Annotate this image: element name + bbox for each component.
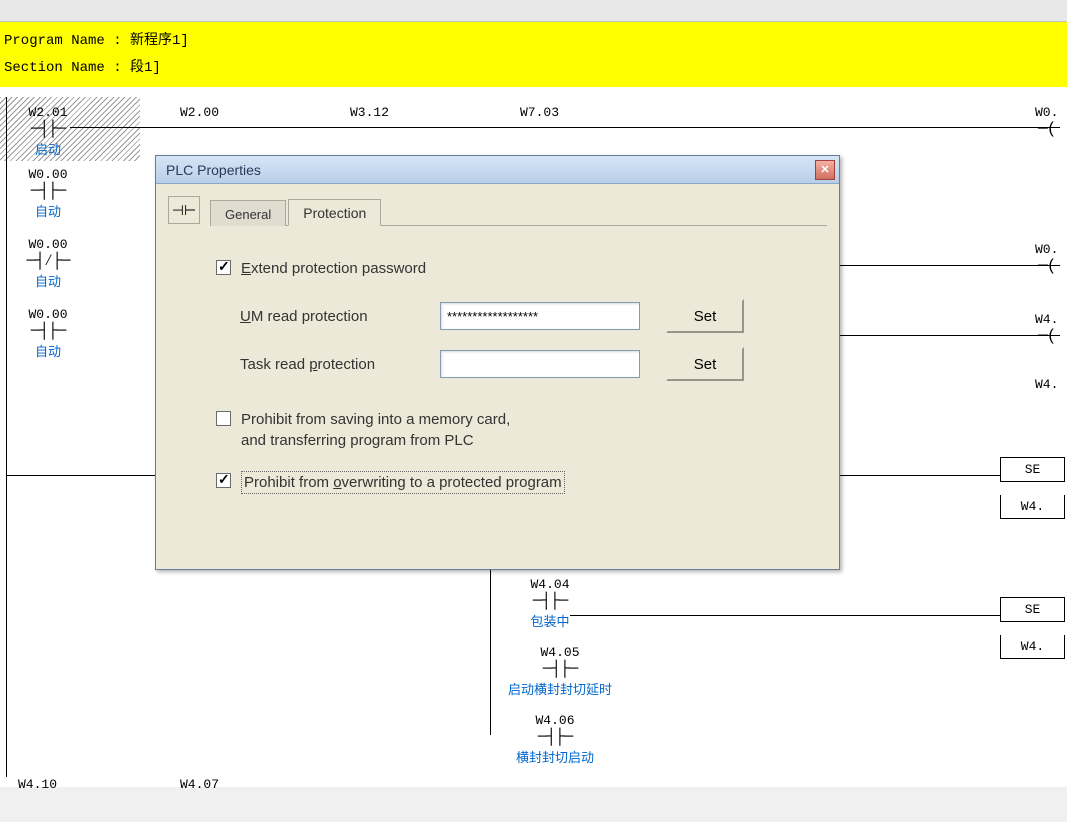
um-set-button[interactable]: Set bbox=[666, 299, 744, 333]
extend-password-checkbox[interactable] bbox=[216, 260, 231, 275]
pin-icon: ⊣⊢ bbox=[172, 202, 196, 219]
rung-r2 bbox=[840, 265, 1060, 266]
close-button[interactable]: ✕ bbox=[815, 160, 835, 180]
function-box-se1-sub: W4. bbox=[1000, 495, 1065, 519]
extend-password-label: Extend protection password bbox=[241, 258, 426, 279]
rung-line bbox=[70, 127, 1060, 128]
task-set-button[interactable]: Set bbox=[666, 347, 744, 381]
rung-r3 bbox=[840, 335, 1060, 336]
function-box-se2-sub: W4. bbox=[1000, 635, 1065, 659]
prohibit-overwrite-label: Prohibit from overwriting to a protected… bbox=[241, 471, 565, 494]
dialog-body: ⊣⊢ General Protection bbox=[156, 184, 839, 238]
program-name-line: Program Name : 新程序1] bbox=[4, 28, 1063, 55]
prohibit-overwrite-checkbox[interactable] bbox=[216, 473, 231, 488]
protection-tab-content: Extend protection password UM read prote… bbox=[156, 238, 839, 524]
prohibit-save-label: Prohibit from saving into a memory card,… bbox=[241, 409, 510, 451]
prohibit-options: Prohibit from saving into a memory card,… bbox=[216, 409, 829, 494]
task-read-input[interactable] bbox=[440, 350, 640, 378]
left-rail bbox=[6, 97, 7, 777]
tab-strip: General Protection bbox=[210, 196, 827, 226]
coil-w4a: W4. ─( bbox=[1035, 312, 1058, 346]
prohibit-overwrite-row: Prohibit from overwriting to a protected… bbox=[216, 471, 829, 494]
addr-w410: W4.10 bbox=[18, 777, 57, 792]
toolbar-strip bbox=[0, 0, 1067, 22]
contact-w406: W4.06 ─┤├─ 横封封切启动 bbox=[500, 713, 610, 766]
coil-w4b: W4. bbox=[1035, 377, 1058, 392]
um-read-row: UM read protection Set bbox=[240, 299, 829, 333]
info-banner: Program Name : 新程序1] Section Name : 段1] bbox=[0, 22, 1067, 87]
task-read-label: Task read protection bbox=[240, 356, 440, 373]
addr-w0-right: W0. ─( bbox=[1035, 105, 1058, 139]
extend-password-row: Extend protection password bbox=[216, 258, 829, 279]
um-read-label: UM read protection bbox=[240, 308, 440, 325]
contact-w000-2: W0.00 ─┤∕├─ 自动 bbox=[18, 237, 78, 290]
plc-properties-dialog: PLC Properties ✕ ⊣⊢ General Protection E… bbox=[155, 155, 840, 570]
dialog-title: PLC Properties bbox=[166, 162, 815, 178]
pin-button[interactable]: ⊣⊢ bbox=[168, 196, 200, 224]
addr-w312: W3.12 bbox=[350, 105, 389, 120]
section-name-line: Section Name : 段1] bbox=[4, 55, 1063, 82]
function-box-se2: SE bbox=[1000, 597, 1065, 622]
addr-w200: W2.00 bbox=[180, 105, 219, 120]
contact-w000-1: W0.00 ─┤├─ 自动 bbox=[18, 167, 78, 220]
contact-w404: W4.04 ─┤├─ 包装中 bbox=[505, 577, 595, 630]
um-read-input[interactable] bbox=[440, 302, 640, 330]
tab-protection[interactable]: Protection bbox=[288, 199, 381, 226]
contact-w405: W4.05 ─┤├─ 启动横封封切延时 bbox=[490, 645, 630, 698]
rung-r4 bbox=[840, 475, 1000, 476]
dialog-titlebar[interactable]: PLC Properties ✕ bbox=[156, 156, 839, 184]
coil-w0: W0. ─( bbox=[1035, 242, 1058, 276]
prohibit-save-row: Prohibit from saving into a memory card,… bbox=[216, 409, 829, 451]
rung-r5 bbox=[570, 615, 1000, 616]
tab-general[interactable]: General bbox=[210, 200, 286, 226]
contact-w000-3: W0.00 ─┤├─ 自动 bbox=[18, 307, 78, 360]
prohibit-save-checkbox[interactable] bbox=[216, 411, 231, 426]
function-box-se1: SE bbox=[1000, 457, 1065, 482]
contact-w201: W2.01 ─┤├─ 启动 bbox=[18, 105, 78, 158]
task-read-row: Task read protection Set bbox=[240, 347, 829, 381]
addr-w407: W4.07 bbox=[180, 777, 219, 792]
close-icon: ✕ bbox=[820, 164, 829, 176]
addr-w703: W7.03 bbox=[520, 105, 559, 120]
